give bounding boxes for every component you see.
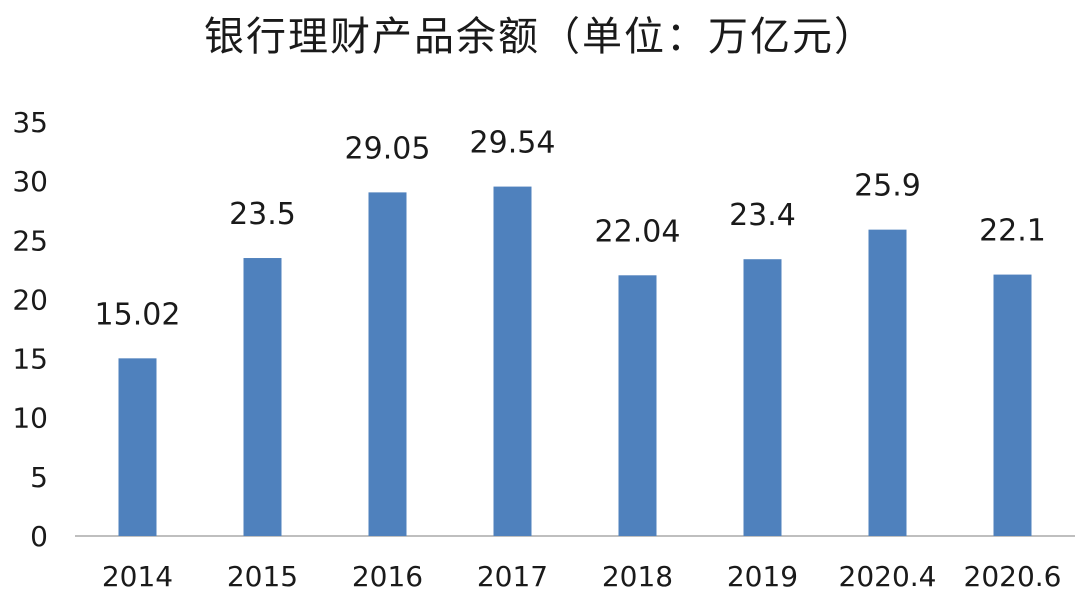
bar <box>243 258 282 536</box>
bar <box>618 275 657 536</box>
bar <box>118 358 157 536</box>
bar <box>368 192 407 536</box>
y-tick-label: 0 <box>30 520 48 553</box>
x-tick-label: 2020.4 <box>839 560 937 593</box>
y-tick-label: 5 <box>30 461 48 494</box>
data-label: 29.05 <box>345 131 431 166</box>
x-tick-label: 2015 <box>227 560 298 593</box>
y-tick-label: 20 <box>12 283 48 316</box>
bar <box>993 274 1032 536</box>
bar <box>868 229 907 536</box>
data-label: 22.1 <box>979 214 1046 249</box>
data-label: 23.5 <box>229 197 296 232</box>
y-tick-label: 10 <box>12 402 48 435</box>
y-tick-label: 25 <box>12 224 48 257</box>
data-label: 23.4 <box>729 198 796 233</box>
x-tick-label: 2016 <box>352 560 423 593</box>
x-tick-label: 2020.6 <box>964 560 1062 593</box>
y-tick-label: 30 <box>12 165 48 198</box>
x-tick-label: 2018 <box>602 560 673 593</box>
data-label: 15.02 <box>95 297 181 332</box>
x-tick-label: 2014 <box>102 560 173 593</box>
bar <box>743 259 782 536</box>
data-label: 29.54 <box>470 126 556 161</box>
x-tick-label: 2019 <box>727 560 798 593</box>
bar <box>493 186 532 537</box>
x-tick-label: 2017 <box>477 560 548 593</box>
data-label: 25.9 <box>854 169 921 204</box>
data-label: 22.04 <box>595 214 681 249</box>
y-tick-label: 35 <box>12 106 48 139</box>
y-tick-label: 15 <box>12 343 48 376</box>
chart-title: 银行理财产品余额（单位：万亿元） <box>204 14 876 60</box>
